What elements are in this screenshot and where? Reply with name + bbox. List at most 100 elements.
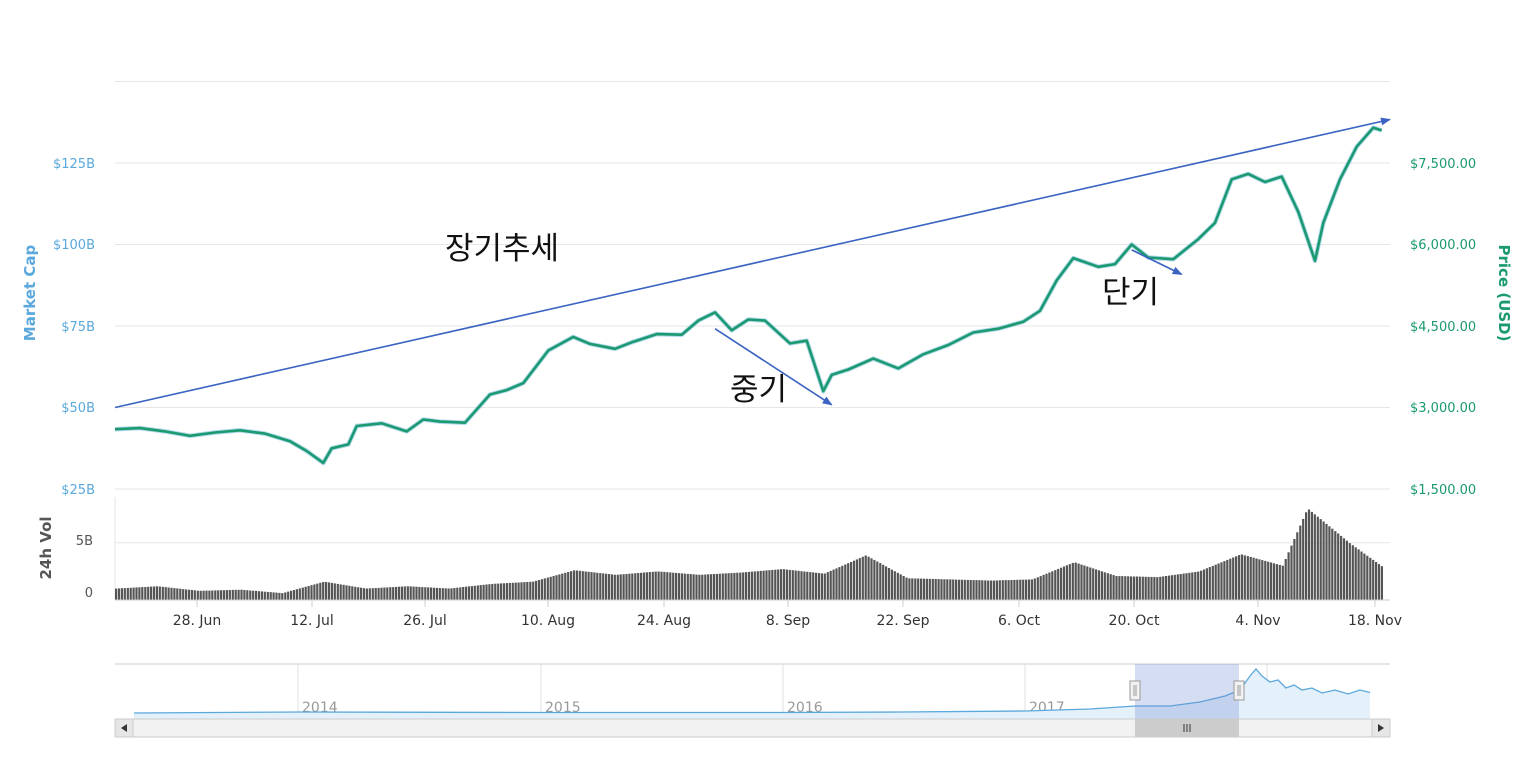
volume-bar [623, 574, 625, 600]
volume-bar [920, 579, 922, 600]
volume-bar [1200, 571, 1202, 600]
volume-bar [1025, 580, 1027, 600]
volume-bar [730, 573, 732, 600]
volume-bar [684, 574, 686, 600]
volume-bar [1378, 564, 1380, 600]
navigator-right-handle[interactable] [1234, 681, 1244, 700]
volume-bar [938, 579, 940, 600]
volume-bar [133, 588, 135, 600]
volume-bar [745, 572, 747, 600]
volume-bar [555, 575, 557, 600]
volume-bar [1229, 559, 1231, 600]
volume-bar [981, 580, 983, 600]
volume-bar [1072, 563, 1074, 600]
volume-bar [876, 562, 878, 601]
volume-bar [1320, 519, 1322, 600]
volume-bar [1168, 576, 1170, 600]
volume-bar [850, 562, 852, 600]
volume-bar [1110, 574, 1112, 600]
volume-bar [1250, 557, 1252, 600]
volume-bar [993, 581, 995, 601]
volume-bar [252, 591, 254, 600]
right-tick-label: $4,500.00 [1410, 320, 1476, 335]
volume-bar [494, 584, 496, 600]
volume-bar [538, 580, 540, 600]
volume-bar [1005, 580, 1007, 600]
volume-bar [491, 584, 493, 600]
volume-bar [398, 587, 400, 600]
volume-bar [774, 570, 776, 600]
scroll-right-button[interactable] [1372, 719, 1390, 737]
navigator-left-handle[interactable] [1130, 681, 1140, 700]
volume-bar [1314, 514, 1316, 600]
volume-bar [1305, 512, 1307, 600]
volume-bar [952, 580, 954, 601]
volume-bar [1264, 561, 1266, 600]
volume-bar [1302, 519, 1304, 600]
volume-bar [672, 573, 674, 600]
volume-bar [1177, 574, 1179, 600]
volume-bar [943, 579, 945, 600]
volume-bar [666, 572, 668, 600]
volume-bar [1285, 559, 1287, 600]
volume-bar [763, 571, 765, 600]
volume-bar [1223, 561, 1225, 600]
navigator-scrollbar[interactable] [115, 719, 1390, 737]
volume-bar [570, 571, 572, 600]
volume-bar [1235, 556, 1237, 600]
volume-bar [932, 579, 934, 600]
volume-bar [1381, 566, 1383, 600]
volume-bar [354, 587, 356, 600]
volume-bar [485, 585, 487, 601]
x-tick-label: 28. Jun [173, 613, 222, 629]
volume-bar [1159, 577, 1161, 600]
volume-bar [348, 586, 350, 600]
volume-bar [544, 578, 546, 600]
volume-bar [459, 587, 461, 600]
volume-bar [296, 589, 298, 600]
volume-bar [1130, 576, 1132, 600]
volume-bar [853, 561, 855, 600]
volume-bar [701, 575, 703, 600]
volume-bar [821, 573, 823, 600]
navigator-selected-range[interactable] [1135, 664, 1239, 719]
volume-bar [588, 572, 590, 600]
x-tick-label: 24. Aug [637, 613, 691, 629]
volume-bar [640, 573, 642, 600]
volume-bar [404, 586, 406, 600]
scroll-left-button[interactable] [115, 719, 133, 737]
volume-bar [535, 581, 537, 600]
volume-bar [1180, 574, 1182, 600]
volume-bar [205, 591, 207, 600]
annotation-mid-term: 중기 [730, 372, 787, 408]
volume-bar [1013, 580, 1015, 600]
volume-bar [1107, 573, 1109, 600]
left-axis-title: Market Cap [21, 245, 39, 342]
volume-bar [185, 589, 187, 600]
volume-bar [888, 568, 890, 600]
volume-bar [1349, 543, 1351, 600]
volume-bar [319, 583, 321, 600]
volume-bar [299, 588, 301, 600]
volume-bar [564, 573, 566, 600]
volume-bar [1325, 524, 1327, 600]
navigator[interactable]: 20142015201620172018 [115, 664, 1390, 719]
volume-bar [197, 591, 199, 600]
volume-bar [695, 575, 697, 600]
volume-bar [340, 584, 342, 600]
left-tick-label: $125B [53, 157, 95, 172]
volume-bar [1372, 560, 1374, 600]
volume-bar [602, 573, 604, 600]
volume-bar [558, 574, 560, 600]
volume-bar [462, 587, 464, 600]
x-tick-label: 8. Sep [766, 613, 810, 629]
volume-bar [1016, 580, 1018, 600]
volume-bar [1360, 552, 1362, 601]
volume-bar [500, 583, 502, 600]
volume-bar [386, 587, 388, 600]
right-axis-ticks: $7,500.00 $6,000.00 $4,500.00 $3,000.00 … [1410, 157, 1476, 498]
volume-bar [1241, 555, 1243, 601]
volume-bar [488, 584, 490, 600]
volume-bar [990, 581, 992, 601]
price-line [115, 128, 1382, 463]
